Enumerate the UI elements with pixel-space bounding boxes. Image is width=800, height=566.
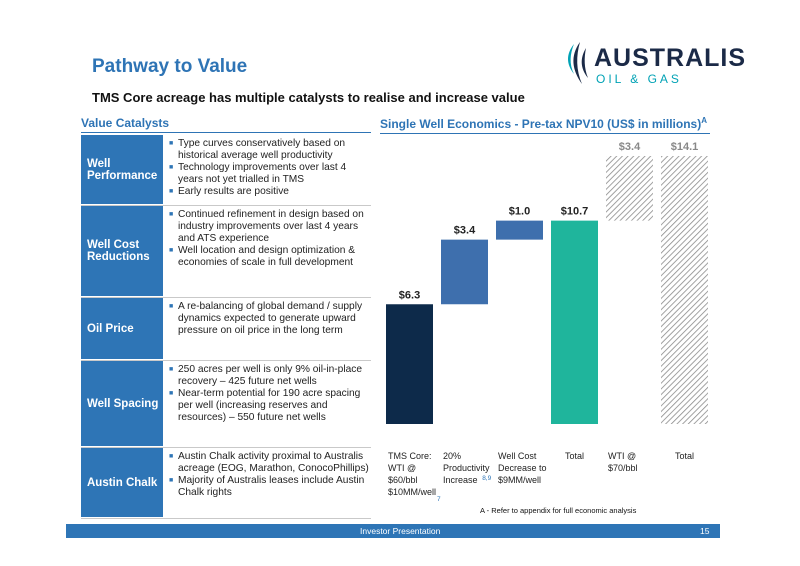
catalyst-bullets: ■ Austin Chalk activity proximal to Austr… bbox=[163, 448, 371, 518]
catalyst-bullet: ■ Austin Chalk activity proximal to Austr… bbox=[169, 451, 371, 475]
bullet-text: Technology improvements over last 4 year… bbox=[178, 162, 347, 185]
catalyst-label: Oil Price bbox=[81, 298, 163, 360]
bullet-text: Near-term potential for 190 acre spacing… bbox=[178, 388, 361, 423]
catalyst-bullet: ■ Early results are positive bbox=[169, 186, 371, 198]
catalyst-bullet: ■ 250 acres per well is only 9% oil-in-pl… bbox=[169, 364, 371, 388]
bullet-text: Austin Chalk activity proximal to Austra… bbox=[178, 451, 369, 474]
bullet-square-icon: ■ bbox=[169, 247, 174, 254]
bar-value-label: $1.0 bbox=[509, 206, 530, 218]
bullet-text: 250 acres per well is only 9% oil-in-pla… bbox=[178, 364, 363, 387]
category-label: Total bbox=[675, 451, 694, 461]
catalyst-bullet: ■ Type curves conservatively based on his… bbox=[169, 138, 371, 162]
chart-bar bbox=[661, 156, 708, 424]
catalyst-row: Well Performance ■ Type curves conservativ… bbox=[81, 135, 371, 206]
section-header-label: Single Well Economics - Pre-tax NPV10 (U… bbox=[380, 117, 702, 131]
catalyst-label: Well Spacing bbox=[81, 361, 163, 447]
chart-footnote: A - Refer to appendix for full economic … bbox=[480, 506, 637, 515]
catalyst-bullets: ■ Continued refinement in design based on… bbox=[163, 206, 371, 297]
value-catalysts-table: Well Performance ■ Type curves conservativ… bbox=[81, 135, 371, 519]
catalyst-bullets: ■ A re-balancing of global demand / suppl… bbox=[163, 298, 371, 360]
catalyst-row: Well Spacing ■ 250 acres per well is only … bbox=[81, 361, 371, 448]
footer-text: Investor Presentation bbox=[360, 526, 441, 536]
category-label: WTI @ $70/bbl bbox=[608, 451, 638, 473]
bar-value-label: $3.4 bbox=[454, 225, 476, 237]
page-number: 15 bbox=[700, 526, 710, 536]
bullet-square-icon: ■ bbox=[169, 188, 174, 195]
page-subtitle: TMS Core acreage has multiple catalysts … bbox=[92, 90, 525, 105]
bullet-text: Continued refinement in design based on … bbox=[178, 209, 364, 244]
section-header-sup: A bbox=[701, 116, 707, 125]
category-label: Total bbox=[565, 451, 584, 461]
catalyst-row: Oil Price ■ A re-balancing of global deman… bbox=[81, 298, 371, 361]
bullet-text: Type curves conservatively based on hist… bbox=[178, 138, 346, 161]
catalyst-bullet: ■ Near-term potential for 190 acre spacin… bbox=[169, 388, 371, 424]
npv-waterfall-chart: $6.3 TMS Core: WTI @ $60/bbl $10MM/well7 $3.4… bbox=[386, 141, 708, 503]
catalyst-bullet: ■ Technology improvements over last 4 yea… bbox=[169, 162, 371, 186]
catalyst-row: Well Cost Reductions ■ Continued refinemen… bbox=[81, 206, 371, 298]
catalyst-label: Austin Chalk bbox=[81, 448, 163, 518]
chart-bar bbox=[386, 304, 433, 424]
catalyst-bullets: ■ 250 acres per well is only 9% oil-in-pl… bbox=[163, 361, 371, 447]
catalyst-bullets: ■ Type curves conservatively based on his… bbox=[163, 135, 371, 205]
category-label: Well Cost Decrease to $9MM/well bbox=[498, 451, 547, 485]
bullet-square-icon: ■ bbox=[169, 164, 174, 171]
chart-bar bbox=[496, 220, 543, 240]
company-logo-icon bbox=[568, 42, 588, 84]
logo-tagline: OIL & GAS bbox=[596, 72, 682, 86]
bullet-square-icon: ■ bbox=[169, 453, 174, 460]
footer-bar bbox=[66, 524, 720, 538]
section-header-well-economics: Single Well Economics - Pre-tax NPV10 (U… bbox=[380, 116, 710, 134]
catalyst-bullet: ■ Majority of Australis leases include Au… bbox=[169, 475, 371, 499]
chart-bar bbox=[606, 156, 653, 221]
catalyst-bullet: ■ Continued refinement in design based on… bbox=[169, 209, 371, 245]
catalyst-label: Well Performance bbox=[81, 135, 163, 205]
section-header-value-catalysts: Value Catalysts bbox=[81, 116, 371, 133]
bullet-square-icon: ■ bbox=[169, 303, 174, 310]
catalyst-bullet: ■ Well location and design optimization &… bbox=[169, 245, 371, 269]
bullet-square-icon: ■ bbox=[169, 366, 174, 373]
bullet-text: Well location and design optimization & … bbox=[178, 245, 356, 268]
bullet-text: Majority of Australis leases include Aus… bbox=[178, 475, 365, 498]
category-label: TMS Core: WTI @ $60/bbl $10MM/well7 bbox=[388, 451, 441, 503]
category-label: 20% Productivity Increase 8,9 bbox=[443, 451, 492, 485]
chart-bar bbox=[551, 220, 598, 424]
bullet-text: Early results are positive bbox=[178, 186, 289, 197]
bullet-square-icon: ■ bbox=[169, 211, 174, 218]
bar-value-label: $3.4 bbox=[619, 141, 641, 153]
bar-value-label: $6.3 bbox=[399, 289, 420, 301]
bullet-text: A re-balancing of global demand / supply… bbox=[178, 301, 363, 336]
section-header-label: Value Catalysts bbox=[81, 116, 170, 130]
bar-value-label: $14.1 bbox=[671, 141, 699, 153]
chart-bar bbox=[441, 239, 488, 305]
catalyst-row: Austin Chalk ■ Austin Chalk activity proxi… bbox=[81, 448, 371, 519]
bullet-square-icon: ■ bbox=[169, 390, 174, 397]
catalyst-label: Well Cost Reductions bbox=[81, 206, 163, 297]
logo-name: AUSTRALIS bbox=[594, 44, 747, 72]
page-title: Pathway to Value bbox=[92, 56, 248, 77]
bullet-square-icon: ■ bbox=[169, 140, 174, 147]
bullet-square-icon: ■ bbox=[169, 477, 174, 484]
bar-value-label: $10.7 bbox=[561, 206, 589, 218]
catalyst-bullet: ■ A re-balancing of global demand / suppl… bbox=[169, 301, 371, 337]
